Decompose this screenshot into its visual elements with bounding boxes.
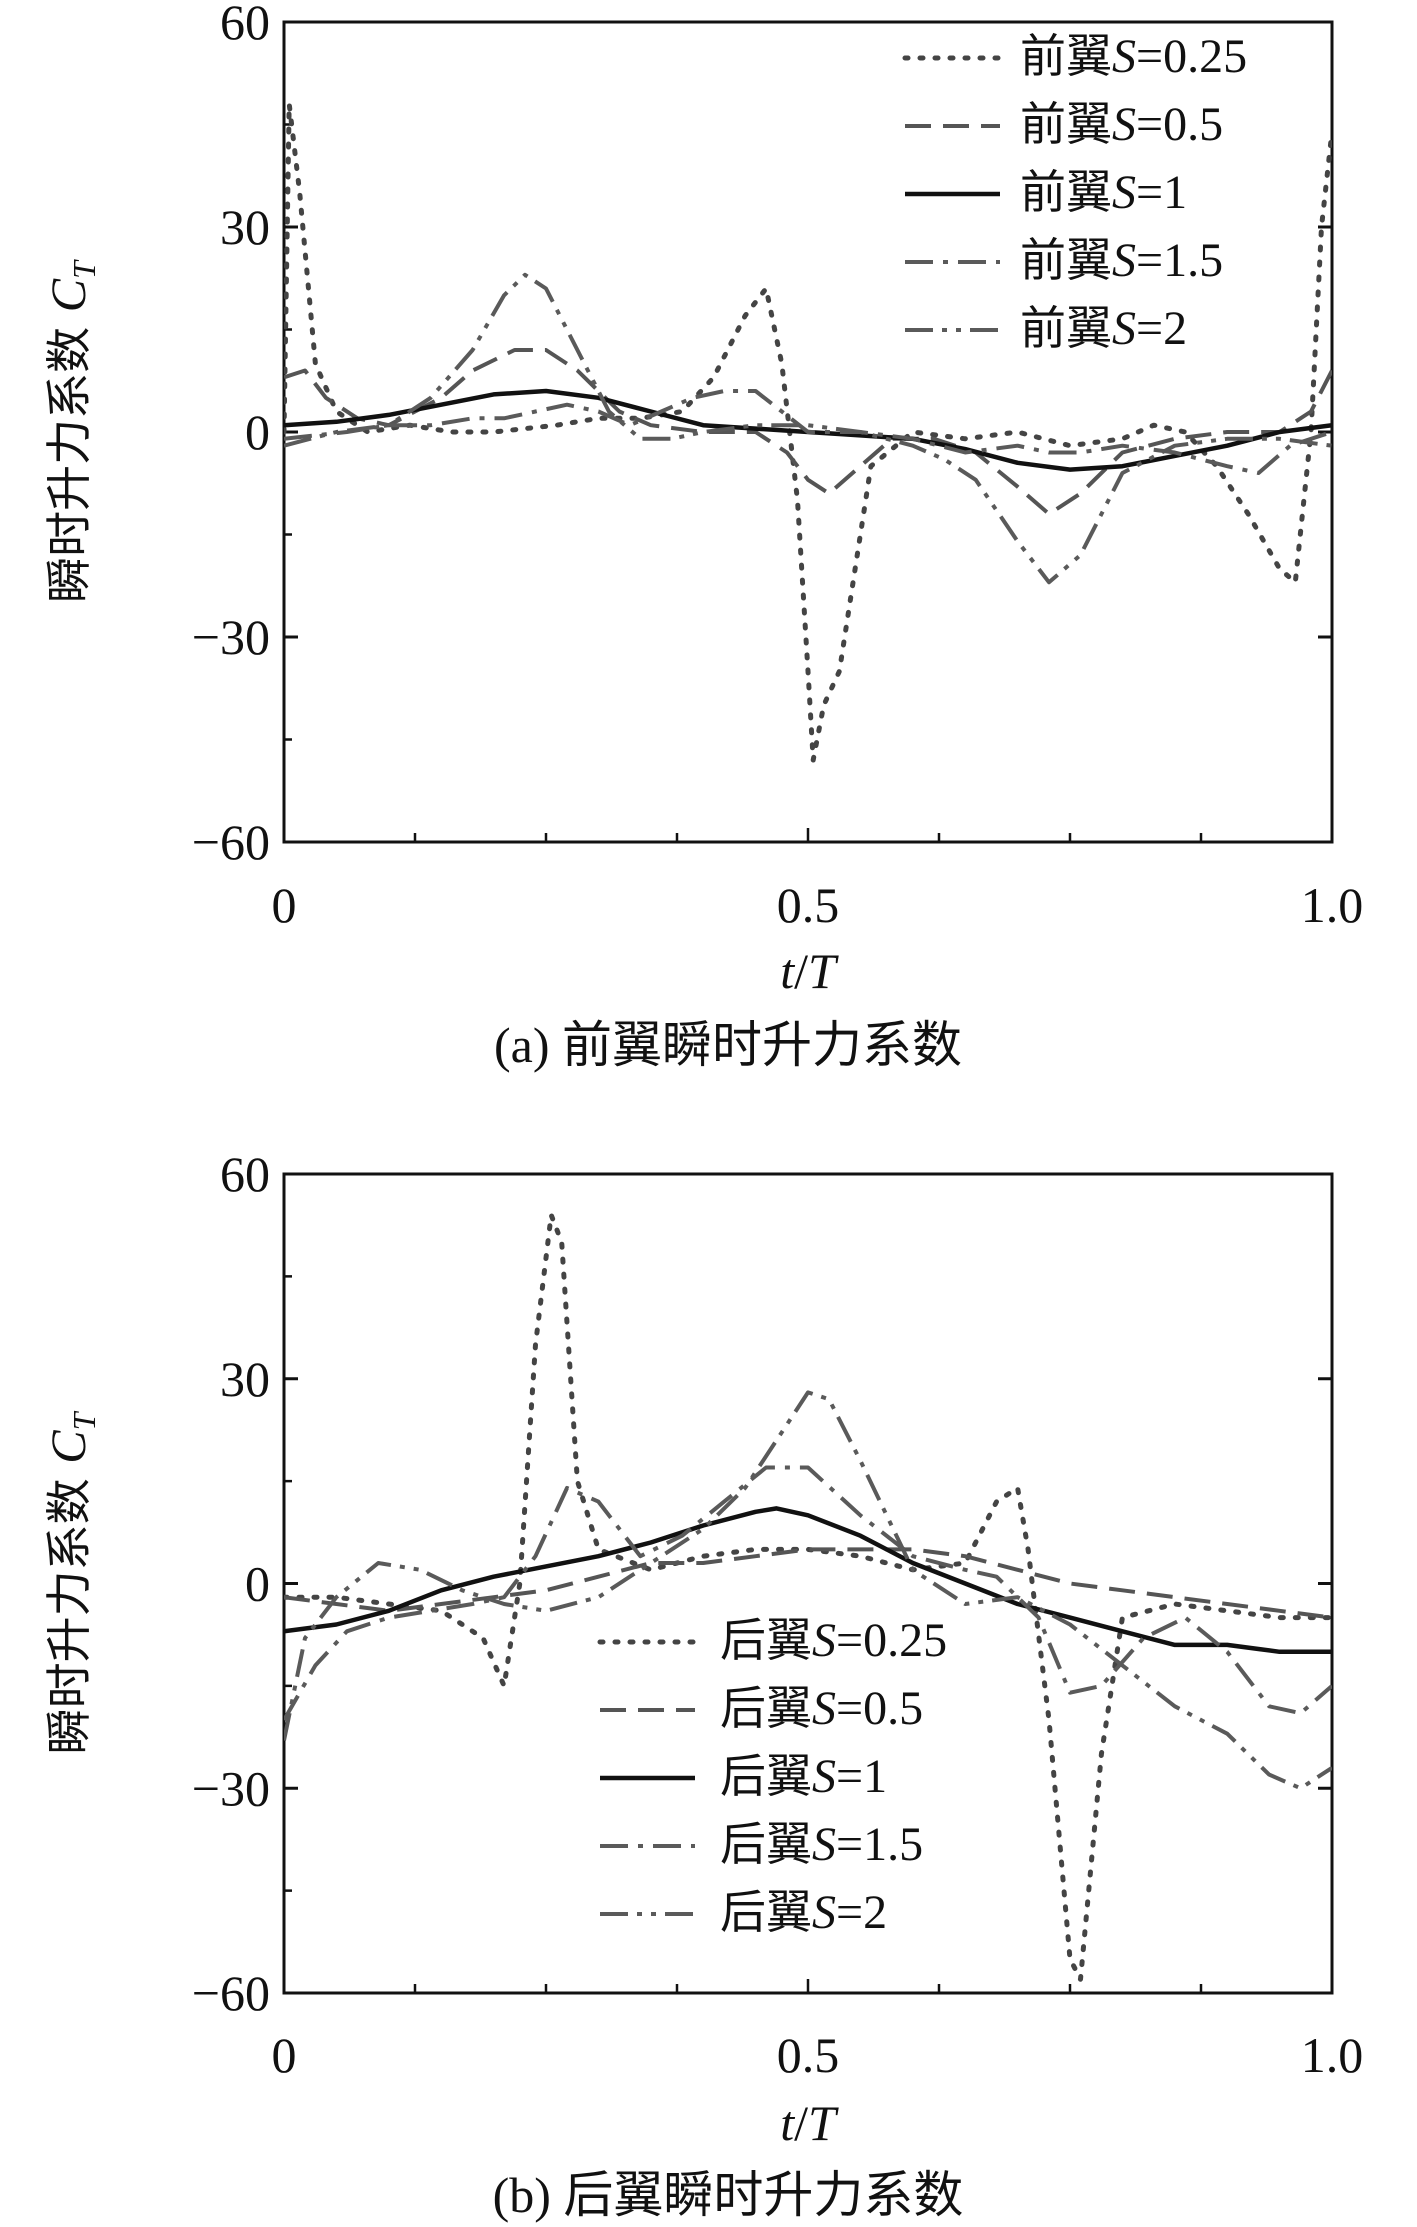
series-line-dotted bbox=[284, 1212, 1332, 1982]
legend-label: 前翼S=0.25 bbox=[1020, 29, 1247, 83]
legend-label: 后翼S=1.5 bbox=[720, 1817, 923, 1871]
series-line-dashdotdot bbox=[284, 272, 1332, 585]
legend: 后翼S=0.25 后翼S=0.5 后翼S=1 后翼S=1.5 后翼S=2 bbox=[597, 1613, 947, 1939]
y-tick-label: 0 bbox=[245, 1556, 270, 1612]
x-tick-label: 0 bbox=[272, 877, 297, 933]
y-axis-label: 瞬时升力系数 CT bbox=[40, 1410, 102, 1754]
series-group bbox=[284, 1212, 1332, 1982]
y-tick-label: −30 bbox=[192, 1760, 270, 1816]
y-tick-label: −30 bbox=[192, 609, 270, 665]
legend-label: 前翼S=0.5 bbox=[1020, 97, 1223, 151]
x-tick-label: 0 bbox=[272, 2027, 297, 2083]
legend-label: 前翼S=1.5 bbox=[1020, 233, 1223, 287]
y-tick-label: −60 bbox=[192, 1965, 270, 2021]
series-line-dashdotdot bbox=[284, 1390, 1332, 1791]
y-tick-label: 0 bbox=[245, 404, 270, 460]
legend-label: 后翼S=0.5 bbox=[720, 1681, 923, 1735]
x-tick-label: 1.0 bbox=[1301, 877, 1364, 933]
chart-caption: (b) 后翼瞬时升力系数 bbox=[493, 2167, 964, 2223]
y-tick-label: −60 bbox=[192, 814, 270, 870]
series-line-solid bbox=[284, 1506, 1332, 1655]
legend-label: 后翼S=0.25 bbox=[720, 1613, 947, 1667]
legend: 前翼S=0.25 前翼S=0.5 前翼S=1 前翼S=1.5 前翼S=2 bbox=[902, 29, 1247, 355]
y-tick-label: 30 bbox=[220, 199, 270, 255]
legend-label: 前翼S=1 bbox=[1020, 165, 1187, 219]
x-tick-label: 0.5 bbox=[777, 877, 840, 933]
y-tick-label: 60 bbox=[220, 0, 270, 50]
x-axis-label: t/T bbox=[780, 943, 839, 999]
x-tick-label: 1.0 bbox=[1301, 2027, 1364, 2083]
x-tick-label: 0.5 bbox=[777, 2027, 840, 2083]
series-line-dashed bbox=[284, 348, 1332, 516]
series-line-dashdot bbox=[284, 1465, 1332, 1721]
legend-label: 后翼S=2 bbox=[720, 1885, 887, 1939]
chart-caption: (a) 前翼瞬时升力系数 bbox=[494, 1017, 962, 1073]
y-axis-label: 瞬时升力系数 CT bbox=[40, 259, 102, 603]
series-group bbox=[284, 101, 1332, 763]
legend-label: 后翼S=1 bbox=[720, 1749, 887, 1803]
series-line-dashdot bbox=[284, 389, 1332, 475]
series-line-dashed bbox=[284, 1547, 1332, 1620]
x-axis-label: t/T bbox=[780, 2095, 839, 2151]
legend-label: 前翼S=2 bbox=[1020, 301, 1187, 355]
y-tick-label: 30 bbox=[220, 1351, 270, 1407]
y-tick-label: 60 bbox=[220, 1146, 270, 1202]
